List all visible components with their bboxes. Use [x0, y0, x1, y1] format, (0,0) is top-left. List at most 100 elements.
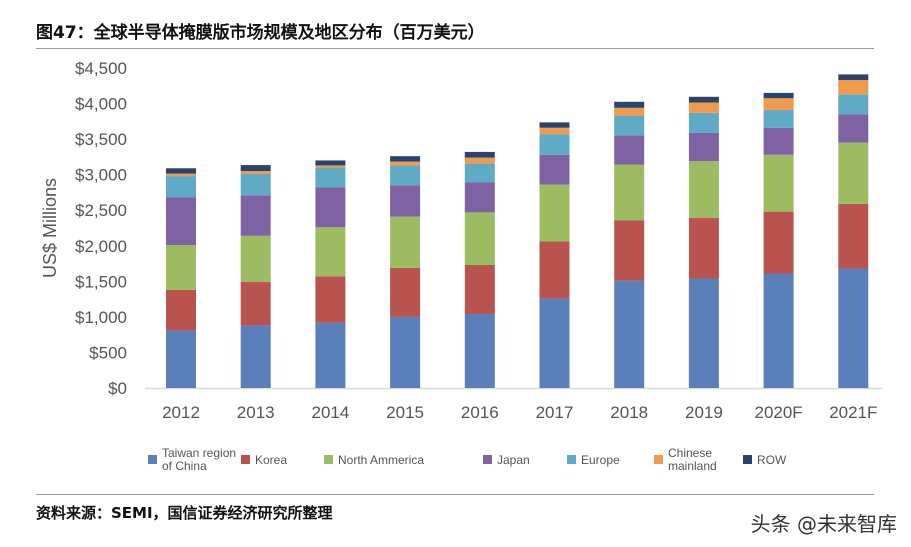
y-tick-label: $4,500: [75, 59, 127, 78]
bar-segment-taiwan-region-of-china: [763, 273, 794, 388]
bar-segment-north-ammerica: [315, 227, 346, 277]
bar-segment-korea: [390, 267, 421, 317]
legend-label: ROW: [757, 453, 787, 467]
bar-segment-taiwan-region-of-china: [315, 322, 346, 388]
bar-segment-japan: [614, 135, 645, 165]
bar-segment-korea: [763, 211, 794, 274]
bar-segment-europe: [464, 163, 495, 183]
y-tick-label: $1,000: [75, 308, 127, 327]
bar-segment-korea: [838, 203, 869, 269]
bar-segment-row: [614, 101, 645, 108]
bar-segment-europe: [688, 112, 719, 133]
y-tick-label: $2,500: [75, 201, 127, 220]
bar-segment-taiwan-region-of-china: [838, 268, 869, 388]
x-tick-label: 2014: [311, 403, 349, 422]
bar-segment-north-ammerica: [539, 184, 570, 242]
bar-segment-chinese-mainland: [763, 98, 794, 110]
legend-label: Chinese: [668, 446, 712, 460]
x-tick-label: 2020F: [754, 403, 802, 422]
x-tick-label: 2017: [536, 403, 574, 422]
bar-segment-north-ammerica: [838, 142, 869, 204]
bar-segment-europe: [763, 109, 794, 128]
title-divider: [36, 48, 874, 49]
bar-segment-north-ammerica: [688, 161, 719, 219]
bar-segment-north-ammerica: [464, 212, 495, 265]
legend-label: of China: [162, 459, 207, 473]
bar-segment-europe: [166, 176, 196, 198]
bar-segment-korea: [315, 276, 346, 323]
bar-segment-row: [390, 156, 421, 162]
bar-segment-europe: [539, 134, 570, 155]
bar-segment-chinese-mainland: [838, 80, 869, 95]
bar-segment-japan: [166, 197, 196, 246]
bar-segment-japan: [240, 195, 271, 236]
bar-segment-row: [315, 160, 346, 166]
bar-segment-taiwan-region-of-china: [688, 278, 719, 388]
bar-segment-japan: [464, 182, 495, 213]
legend-label: mainland: [668, 459, 717, 473]
bar-segment-row: [240, 165, 271, 172]
bar-segment-north-ammerica: [166, 245, 196, 290]
y-tick-label: $4,000: [75, 95, 127, 114]
legend-label: North Ammerica: [338, 453, 424, 467]
y-tick-label: $1,500: [75, 272, 127, 291]
x-tick-label: 2012: [162, 403, 200, 422]
bar-segment-japan: [838, 114, 869, 143]
x-tick-label: 2018: [610, 403, 648, 422]
bar-segment-korea: [464, 264, 495, 315]
x-tick-label: 2015: [386, 403, 424, 422]
bar-segment-korea: [688, 218, 719, 279]
legend-marker: [241, 455, 250, 464]
bar-segment-japan: [390, 185, 421, 217]
bar-segment-row: [688, 96, 719, 103]
bar-segment-chinese-mainland: [539, 127, 570, 135]
bar-segment-europe: [240, 173, 271, 196]
bar-segment-taiwan-region-of-china: [614, 280, 645, 388]
bar-segment-taiwan-region-of-china: [390, 316, 421, 388]
x-tick-label: 2021F: [829, 403, 877, 422]
y-tick-label: $0: [108, 379, 127, 398]
bar-segment-chinese-mainland: [390, 161, 421, 166]
legend-label: Japan: [497, 453, 530, 467]
bar-segment-north-ammerica: [614, 164, 645, 221]
bar-segment-taiwan-region-of-china: [166, 330, 196, 388]
legend-marker: [324, 455, 333, 464]
bar-segment-north-ammerica: [763, 154, 794, 212]
legend-marker: [654, 455, 663, 464]
bar-segment-korea: [240, 282, 271, 326]
bar-segment-chinese-mainland: [464, 157, 495, 164]
legend-label: Europe: [581, 453, 620, 467]
y-tick-label: $500: [89, 343, 127, 362]
bar-segment-taiwan-region-of-china: [240, 325, 271, 388]
bar-segment-japan: [688, 132, 719, 162]
stacked-bar-chart: $0 $500 $1,000 $1,500 $2,000 $2,500 $3,000 $3,5…: [40, 59, 882, 473]
bar-segment-europe: [390, 165, 421, 186]
bar-segment-row: [539, 122, 570, 128]
bar-segment-row: [464, 151, 495, 158]
y-axis-title: US$ Millions: [40, 178, 60, 278]
bar-segment-korea: [166, 289, 196, 331]
bar-segment-korea: [539, 241, 570, 299]
bar-segment-japan: [315, 187, 346, 228]
legend-label: Taiwan region: [162, 446, 236, 460]
x-tick-label: 2013: [237, 403, 275, 422]
y-tick-label: $2,000: [75, 237, 127, 256]
bar-segment-chinese-mainland: [614, 107, 645, 116]
legend-marker: [743, 455, 752, 464]
legend-marker: [567, 455, 576, 464]
bar-segment-row: [166, 168, 196, 174]
bar-segment-japan: [539, 154, 570, 185]
bar-segment-taiwan-region-of-china: [539, 298, 570, 388]
y-tick-label: $3,500: [75, 130, 127, 149]
figure-title: 图47：全球半导体掩膜版市场规模及地区分布（百万美元）: [36, 23, 485, 43]
bar-segment-europe: [838, 94, 869, 115]
x-tick-label: 2019: [685, 403, 723, 422]
source-divider: [36, 494, 874, 495]
bar-segment-europe: [315, 167, 346, 188]
legend-marker: [483, 455, 492, 464]
bar-segment-chinese-mainland: [315, 165, 346, 168]
legend-marker: [148, 455, 157, 464]
bar-segment-korea: [614, 220, 645, 281]
bar-segment-europe: [614, 115, 645, 136]
bar-segment-taiwan-region-of-china: [464, 314, 495, 388]
